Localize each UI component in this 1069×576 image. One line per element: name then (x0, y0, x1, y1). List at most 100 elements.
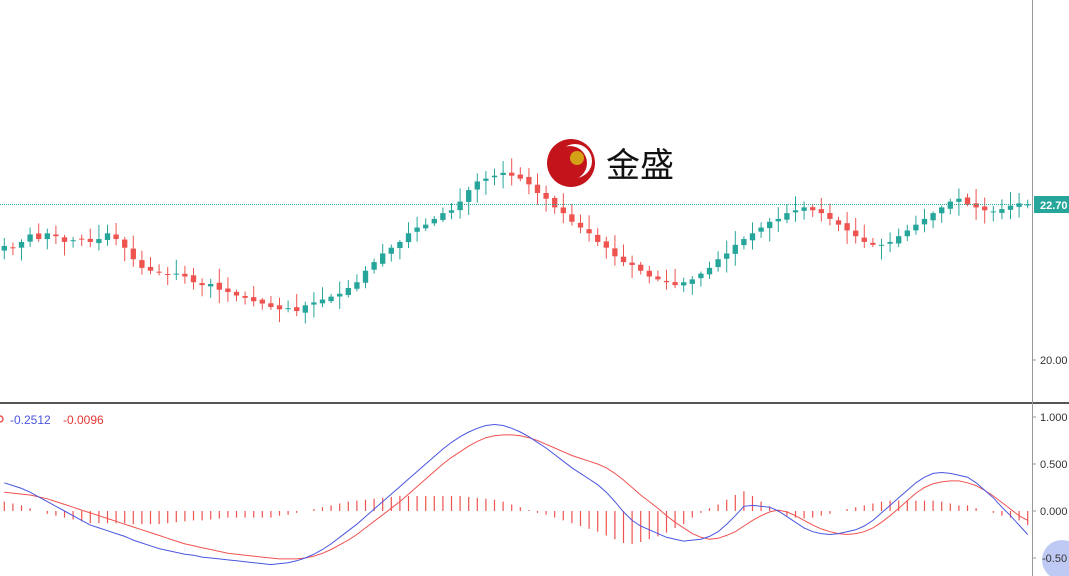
candle-body (844, 223, 850, 231)
candle-body (79, 238, 85, 240)
macd-tick-label: 0.000 (1040, 506, 1068, 518)
candle-body (225, 288, 231, 293)
candle-body (758, 227, 764, 232)
candle-body (1016, 203, 1022, 207)
macd-main-line (4, 423, 1029, 566)
macd-signal-line (4, 434, 1028, 560)
candle-body (999, 209, 1005, 213)
candle-body (990, 211, 996, 213)
candle-body (431, 218, 437, 224)
candle-body (259, 299, 265, 304)
candle-body (440, 213, 446, 220)
candle-body (397, 241, 403, 248)
candle-body (689, 279, 695, 284)
candle-body (569, 214, 575, 222)
price-axis[interactable]: 20.00 22.70 (1032, 196, 1069, 367)
candle-body (337, 293, 343, 297)
candle-body (1007, 205, 1014, 210)
candle-body (104, 233, 111, 240)
candle-body (861, 237, 867, 242)
candle-body (311, 302, 317, 305)
macd-tick-label: 0.500 (1040, 459, 1068, 471)
macd-value: -0.2512 (10, 413, 51, 427)
candle-body (208, 283, 214, 287)
candle-body (784, 213, 790, 220)
candle-body (1025, 204, 1031, 206)
current-price-label: 22.70 (1040, 200, 1068, 212)
candle-body (251, 297, 257, 302)
candle-body (130, 248, 136, 260)
candle-body (767, 221, 773, 229)
candle-body (371, 262, 377, 270)
candle-body (526, 176, 532, 185)
candle-body (319, 299, 326, 304)
candle-body (423, 224, 429, 229)
candle-body (199, 283, 205, 286)
candle-body (870, 242, 876, 245)
macd-tick-label: -0.50 (1042, 553, 1067, 565)
candle-body (156, 271, 162, 273)
macd-histogram (3, 491, 1029, 544)
candle-body (827, 213, 833, 219)
candle-body (749, 233, 756, 241)
candle-body (543, 192, 549, 199)
price-panel[interactable] (0, 158, 1032, 324)
logo-crescent (553, 146, 587, 180)
candle-body (242, 295, 248, 298)
candle-body (646, 270, 652, 277)
candle-body (182, 273, 188, 277)
candle-body (165, 274, 171, 276)
candle-body (173, 273, 179, 275)
candle-body (724, 253, 730, 259)
candle-body (560, 207, 566, 214)
candle-body (44, 233, 50, 240)
candle-body (36, 233, 42, 240)
candle-body (818, 209, 824, 214)
candle-body (732, 244, 738, 254)
candle-body (964, 197, 971, 205)
candle-body (147, 266, 154, 271)
candle-body (190, 275, 197, 283)
candle-body (603, 241, 609, 248)
candle-body (612, 248, 618, 257)
candle-body (947, 201, 953, 209)
candle-body (982, 206, 988, 211)
candle-body (552, 197, 558, 208)
candle-body (956, 198, 962, 202)
watermark-text: 金盛 (606, 146, 674, 186)
cursor-highlight (1042, 540, 1069, 576)
price-tick-label: 20.00 (1040, 355, 1068, 367)
candle-body (775, 218, 781, 222)
candle-body (87, 238, 93, 242)
candle-body (741, 239, 747, 246)
candle-body (878, 244, 885, 246)
macd-axis[interactable]: 1.000 0.500 0.000 -0.50 (1032, 412, 1069, 576)
candle-body (534, 184, 541, 193)
signal-value: -0.0096 (63, 413, 104, 427)
candle-body (139, 260, 145, 268)
candle-body (233, 291, 240, 296)
candle-body (500, 172, 506, 176)
candle-body (577, 222, 584, 228)
candle-body (70, 240, 76, 242)
candle-body (835, 220, 842, 225)
candle-body (517, 174, 523, 179)
candle-body (586, 229, 592, 234)
candle-body (655, 276, 661, 280)
candle-body (921, 218, 928, 225)
macd-panel[interactable] (3, 423, 1029, 566)
candle-body (10, 247, 16, 249)
candle-body (629, 262, 635, 265)
candle-body (285, 308, 291, 310)
candle-body (276, 305, 283, 310)
candle-body (328, 296, 334, 302)
candle-body (53, 234, 59, 237)
candle-body (853, 230, 859, 237)
candle-body (939, 207, 945, 214)
candle-body (216, 282, 222, 290)
candle-body (61, 237, 68, 242)
candle-body (466, 190, 472, 202)
candle-body (345, 288, 351, 295)
